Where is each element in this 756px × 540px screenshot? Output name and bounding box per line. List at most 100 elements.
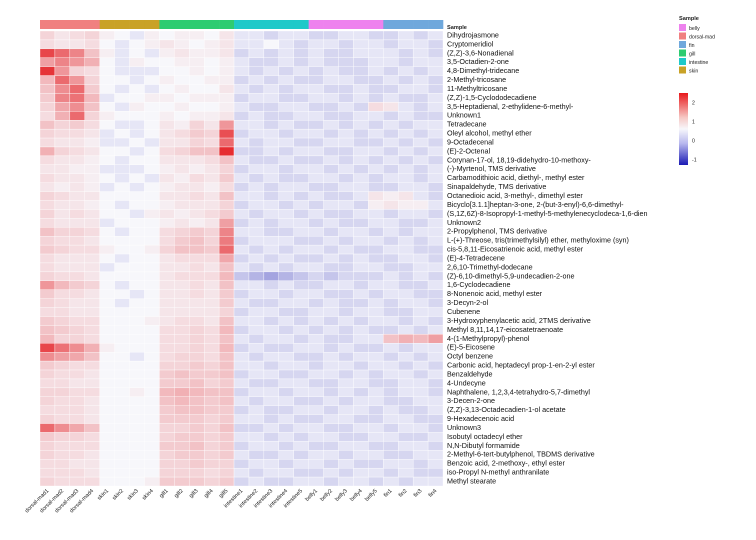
heatmap-cell [84,280,100,290]
heatmap-cell [263,93,279,103]
heatmap-cell [308,39,324,50]
heatmap-cell [189,218,205,228]
heatmap-cell [39,173,56,183]
heatmap-cell [308,253,324,264]
heatmap-cell [129,360,145,371]
heatmap-cell [189,111,205,121]
heatmap-cell [129,387,145,397]
heatmap-cell [39,182,56,192]
heatmap-cell [129,467,145,478]
heatmap-cell [159,441,175,451]
legend-swatch-dorsal-mad [679,32,686,40]
heatmap-cell [308,325,324,335]
heatmap-cell [129,120,145,130]
heatmap-cell [144,307,160,317]
heatmap-cell [323,102,339,112]
heatmap-cell [69,164,85,174]
heatmap-cell [39,432,56,442]
heatmap-cell [218,289,235,299]
heatmap-cell [99,476,115,487]
heatmap-cell [263,57,279,67]
heatmap-cell [278,396,294,406]
heatmap-cell [308,164,324,174]
heatmap-cell [323,200,339,210]
heatmap-cell [218,182,235,192]
heatmap-cell [248,352,265,362]
heatmap-cell [189,253,205,264]
column-label: skin1 [97,488,110,501]
heatmap-cell [159,262,175,273]
heatmap-cell [427,387,444,397]
heatmap-cell [39,120,56,130]
heatmap-cell [323,75,339,85]
heatmap-cell [218,137,235,148]
heatmap-cell [159,155,175,165]
heatmap-cell [218,405,235,415]
heatmap-cell [144,75,160,85]
heatmap-cell [84,191,100,201]
heatmap-cell [398,405,414,415]
heatmap-cell [263,352,279,362]
heatmap-cell [412,378,429,389]
heatmap-cell [353,459,369,469]
heatmap-cell [368,459,384,469]
heatmap-cell [144,360,160,371]
heatmap-cell [174,450,190,460]
column-label: gill2 [173,488,184,499]
heatmap-cell [338,164,354,174]
heatmap-cell [248,93,265,103]
heatmap-cell [144,450,160,460]
heatmap-cell [129,280,145,290]
heatmap-cell [353,84,369,94]
heatmap-cell [338,155,354,165]
heatmap-cell [412,307,429,317]
heatmap-cell [383,360,399,371]
heatmap-cell [293,48,309,58]
heatmap-cell [69,57,85,67]
heatmap-cell [248,30,265,41]
heatmap-cell [84,200,100,210]
heatmap-cell [233,441,250,451]
heatmap-cell [398,137,414,148]
heatmap-cell [218,173,235,183]
heatmap-cell [293,405,309,415]
heatmap-cell [353,280,369,290]
heatmap-cell [84,423,100,433]
heatmap-cell [189,128,205,139]
heatmap-cell [263,307,279,317]
heatmap-cell [412,155,429,165]
heatmap-cell [159,66,175,76]
heatmap-cell [383,30,399,41]
heatmap-cell [144,459,160,469]
heatmap-cell [174,200,190,210]
heatmap-cell [189,200,205,210]
heatmap-cell [233,360,250,371]
heatmap-cell [233,405,250,415]
heatmap-cell [84,476,100,487]
annotation-cell-gill5 [219,20,235,29]
heatmap-cell [412,146,429,157]
heatmap-cell [412,262,429,273]
heatmap-cell [218,128,235,139]
heatmap-cell [368,218,384,228]
heatmap-cell [383,173,399,183]
heatmap-cell [114,155,130,165]
heatmap-cell [323,120,339,130]
heatmap-cell [338,467,354,478]
heatmap-cell [398,298,414,308]
row-label: 9-Octadecenal [447,137,494,146]
heatmap-cell [338,146,354,157]
heatmap-cell [383,66,399,76]
heatmap-cell [293,39,309,50]
legend-label: fin [689,43,695,49]
heatmap-cell [263,173,279,183]
heatmap-cell [278,66,294,76]
heatmap-cell [293,120,309,130]
heatmap-cell [323,289,339,299]
heatmap-cell [398,253,414,264]
heatmap-cell [293,298,309,308]
heatmap-cell [323,352,339,362]
heatmap-cell [99,253,115,264]
heatmap-cell [427,84,444,94]
heatmap-cell [368,75,384,85]
